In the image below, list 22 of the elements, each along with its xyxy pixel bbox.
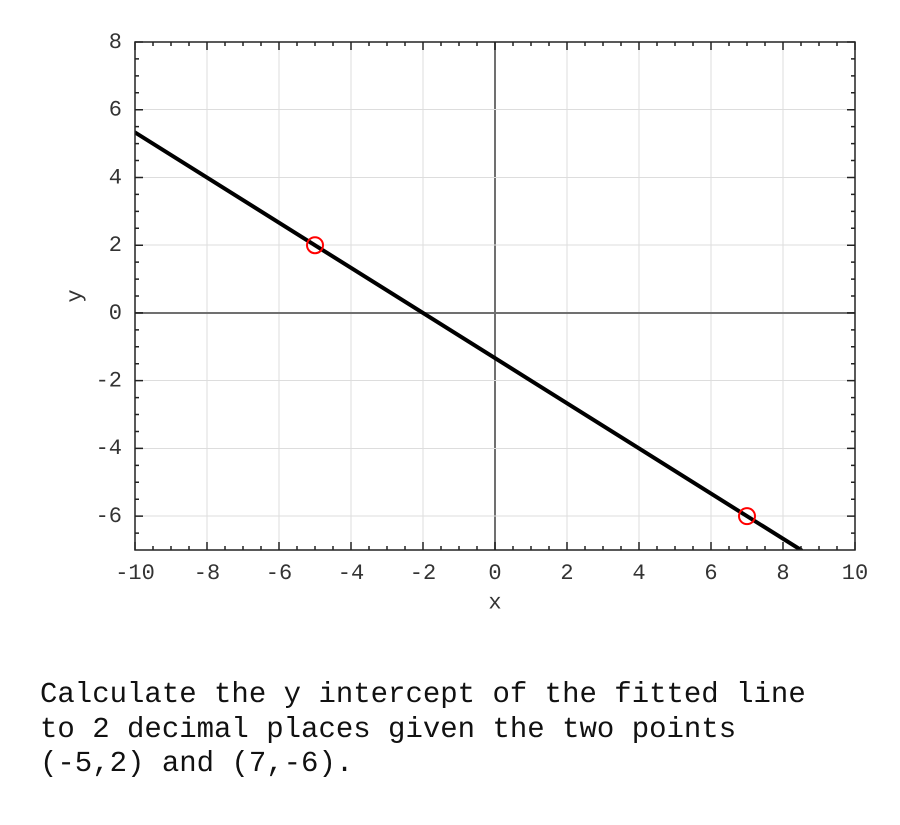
x-tick-label: 6 bbox=[704, 561, 718, 586]
y-tick-label: 8 bbox=[108, 30, 122, 55]
x-tick-label: -4 bbox=[338, 561, 364, 586]
y-tick-label: -6 bbox=[96, 504, 122, 529]
x-tick-label: 4 bbox=[632, 561, 646, 586]
text: Calculate the y intercept of the fitted line to 2 decimal places given the two points (-5,2) and (7,-6). bbox=[40, 678, 807, 782]
x-tick-label: 10 bbox=[842, 561, 868, 586]
y-tick-label: -4 bbox=[96, 436, 122, 462]
y-tick-label: 0 bbox=[108, 300, 122, 326]
y-tick-label: -2 bbox=[96, 368, 122, 394]
y-tick-label: 6 bbox=[108, 98, 122, 123]
x-tick-label: -10 bbox=[115, 561, 155, 586]
y-axis-title: y bbox=[63, 289, 88, 303]
x-axis-title: x bbox=[488, 590, 502, 616]
x-tick-label: -8 bbox=[194, 561, 220, 586]
x-tick-label: -6 bbox=[266, 561, 292, 586]
y-tick-label: 2 bbox=[108, 233, 122, 258]
x-tick-label: 0 bbox=[488, 561, 502, 586]
x-tick-label: 8 bbox=[776, 561, 790, 586]
x-tick-label: -2 bbox=[410, 561, 436, 586]
y-tick-label: 4 bbox=[108, 165, 122, 190]
x-tick-label: 2 bbox=[560, 561, 574, 586]
